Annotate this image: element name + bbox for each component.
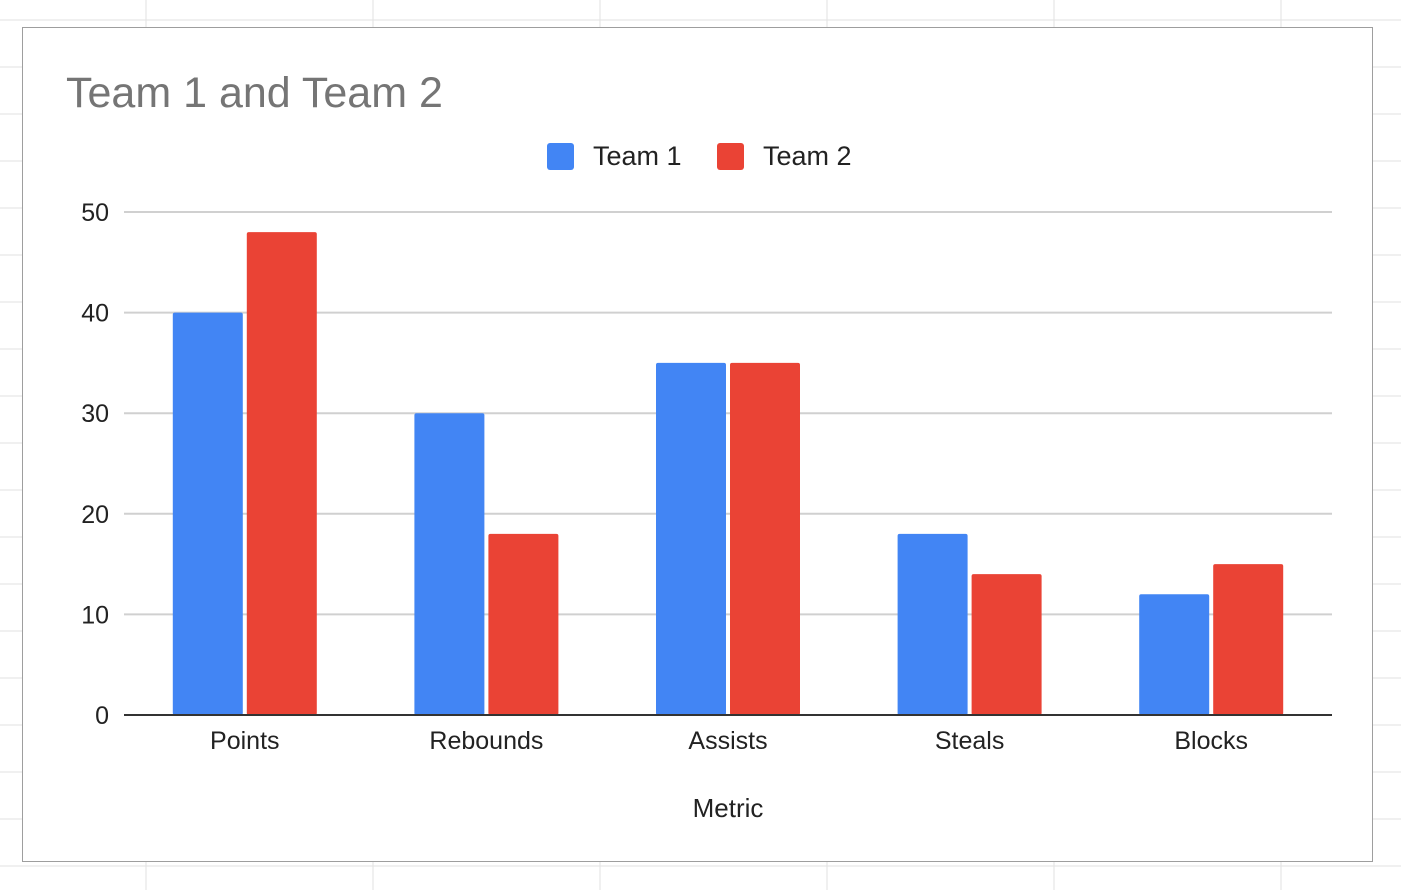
gridlines [124,211,1332,616]
x-axis-title: Metric [693,793,764,823]
bar-team-2-assists[interactable] [730,362,800,715]
legend-label: Team 2 [763,141,852,171]
y-tick-label: 10 [81,601,109,629]
x-axis-ticks: Points Rebounds Assists Steals Blocks [210,727,1248,755]
legend-label: Team 1 [593,141,682,171]
bar-team-2-rebounds[interactable] [488,533,559,715]
chart-card[interactable]: Team 1 and Team 2 Team 1 Team 2 0 10 20 30 40… [22,27,1373,862]
y-tick-label: 50 [81,199,109,227]
bar-team-1-points[interactable] [172,312,243,715]
chart-title: Team 1 and Team 2 [66,69,443,117]
x-tick-label: Points [210,727,279,755]
y-tick-label: 20 [81,501,109,529]
bar-team-2-steals[interactable] [971,574,1042,715]
y-tick-label: 40 [81,300,109,328]
legend-swatch [717,143,744,170]
bar-team-1-steals[interactable] [897,533,968,715]
bar-team-2-blocks[interactable] [1213,564,1284,715]
legend-swatch [547,143,574,170]
bar-chart: Team 1 and Team 2 Team 1 Team 2 0 10 20 30 40… [66,69,1332,823]
y-tick-label: 0 [95,702,109,730]
x-tick-label: Assists [688,727,767,755]
y-axis-ticks: 0 10 20 30 40 50 [81,199,109,730]
bar-team-1-blocks[interactable] [1139,594,1210,715]
bar-team-1-assists[interactable] [656,362,726,715]
x-tick-label: Rebounds [429,727,543,755]
bar-team-2-points[interactable] [246,232,317,715]
x-tick-label: Blocks [1174,727,1248,755]
bars [172,232,1284,715]
y-tick-label: 30 [81,400,109,428]
bar-team-1-rebounds[interactable] [414,413,485,715]
x-tick-label: Steals [935,727,1004,755]
legend: Team 1 Team 2 [547,141,852,171]
